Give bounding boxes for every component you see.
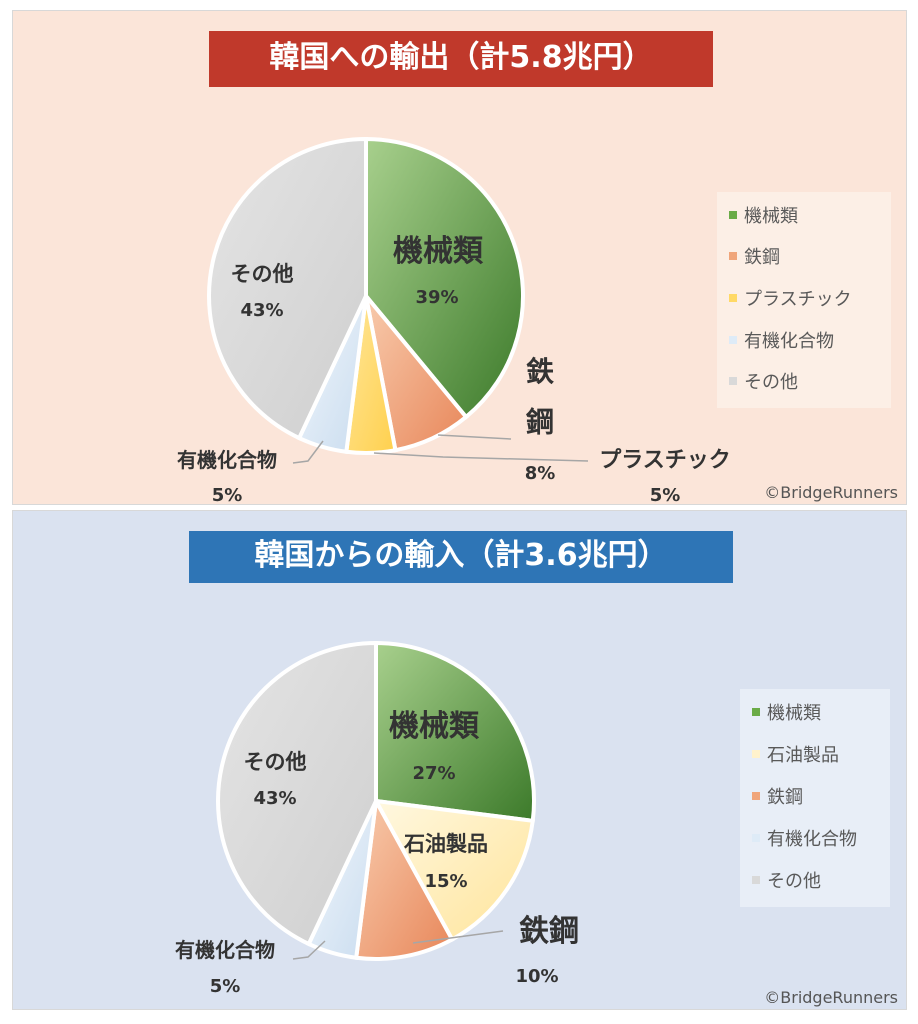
legend-label: 有機化合物: [767, 829, 857, 850]
slice-value-label: 27%: [412, 763, 455, 784]
slice-value-label: 5%: [210, 976, 241, 997]
legend-label: その他: [744, 372, 798, 393]
legend-item-steel: 鉄鋼: [729, 243, 780, 269]
slice-category-label: その他: [231, 262, 294, 286]
slice-value-label: 5%: [650, 485, 681, 506]
slice-value-label: 43%: [240, 300, 283, 321]
slice-value-label: 15%: [424, 871, 467, 892]
legend-label: 鉄鋼: [744, 247, 780, 268]
legend-swatch: [729, 252, 737, 260]
legend-label: 有機化合物: [744, 331, 834, 352]
slice-value-label: 39%: [415, 287, 458, 308]
legend-swatch: [752, 876, 760, 884]
leader-line: [373, 452, 589, 462]
slice-value-label: 43%: [253, 788, 296, 809]
slice-value-label: 5%: [212, 485, 243, 506]
legend-swatch: [729, 294, 737, 302]
legend-swatch: [752, 834, 760, 842]
slice-category-label: その他: [244, 750, 307, 774]
legend-label: 機械類: [744, 206, 798, 227]
import-pie-chart: 機械類 27% 石油製品 15% 鉄鋼 10% 有機化合物 5% その他 43%: [175, 640, 579, 997]
slice-value-label: 10%: [515, 966, 558, 987]
slice-category-label: 有機化合物: [175, 938, 275, 962]
export-chart-title: 韓国への輸出（計5.8兆円）: [209, 31, 713, 87]
slice-category-label: 鉄鋼: [519, 914, 579, 949]
import-chart-title: 韓国からの輸入（計3.6兆円）: [189, 531, 733, 583]
import-chart-panel: 韓国からの輸入（計3.6兆円） 機械類 27% 石油製品 15% 鉄鋼 10% 有機化合物 5…: [12, 510, 907, 1010]
legend-swatch: [752, 708, 760, 716]
pie-slice: [374, 640, 536, 824]
import-legend: 機械類 石油製品 鉄鋼 有機化合物 その他: [740, 689, 890, 907]
slice-value-label: 8%: [525, 463, 556, 484]
slice-category-label: 鉄鋼: [526, 355, 554, 438]
legend-swatch: [752, 750, 760, 758]
legend-swatch: [729, 211, 737, 219]
legend-item-other: その他: [729, 368, 798, 394]
export-pie-chart: 機械類 39% 鉄鋼 8% プラスチック 5% 有機化合物 5% その他 43%: [177, 136, 731, 506]
legend-item-machinery: 機械類: [729, 202, 798, 228]
export-legend: 機械類 鉄鋼 プラスチック 有機化合物 その他: [717, 192, 891, 408]
legend-label: 機械類: [767, 703, 821, 724]
leader-line: [412, 930, 504, 944]
slice-category-label: 機械類: [389, 709, 480, 744]
pie-slice: [372, 798, 535, 943]
copyright-text: ©BridgeRunners: [764, 483, 898, 502]
leader-line: [437, 434, 512, 440]
export-chart-panel: 韓国への輸出（計5.8兆円） 機械類 39% 鉄鋼 8% プラスチック 5% 有機化合物 5%…: [12, 10, 907, 506]
legend-item-steel: 鉄鋼: [752, 783, 803, 809]
pie-slice: [216, 640, 378, 947]
legend-swatch: [752, 792, 760, 800]
legend-swatch: [729, 336, 737, 344]
slice-category-label: プラスチック: [599, 448, 731, 473]
legend-item-plastic: プラスチック: [729, 285, 852, 311]
legend-label: 石油製品: [767, 745, 839, 766]
legend-item-other: その他: [752, 867, 821, 893]
legend-label: プラスチック: [744, 289, 852, 310]
legend-item-organic: 有機化合物: [752, 825, 857, 851]
legend-swatch: [729, 377, 737, 385]
legend-label: その他: [767, 871, 821, 892]
legend-item-petroleum: 石油製品: [752, 741, 839, 767]
legend-item-organic: 有機化合物: [729, 327, 834, 353]
legend-item-machinery: 機械類: [752, 699, 821, 725]
slice-category-label: 石油製品: [403, 832, 488, 856]
slice-category-label: 機械類: [393, 234, 484, 269]
slice-category-label: 有機化合物: [177, 448, 277, 472]
pie-slice: [207, 136, 368, 441]
pie-slice: [353, 794, 455, 961]
leader-line: [292, 440, 324, 464]
copyright-text: ©BridgeRunners: [764, 988, 898, 1007]
legend-label: 鉄鋼: [767, 787, 803, 808]
pie-slice: [364, 136, 525, 420]
leader-line: [292, 940, 326, 960]
